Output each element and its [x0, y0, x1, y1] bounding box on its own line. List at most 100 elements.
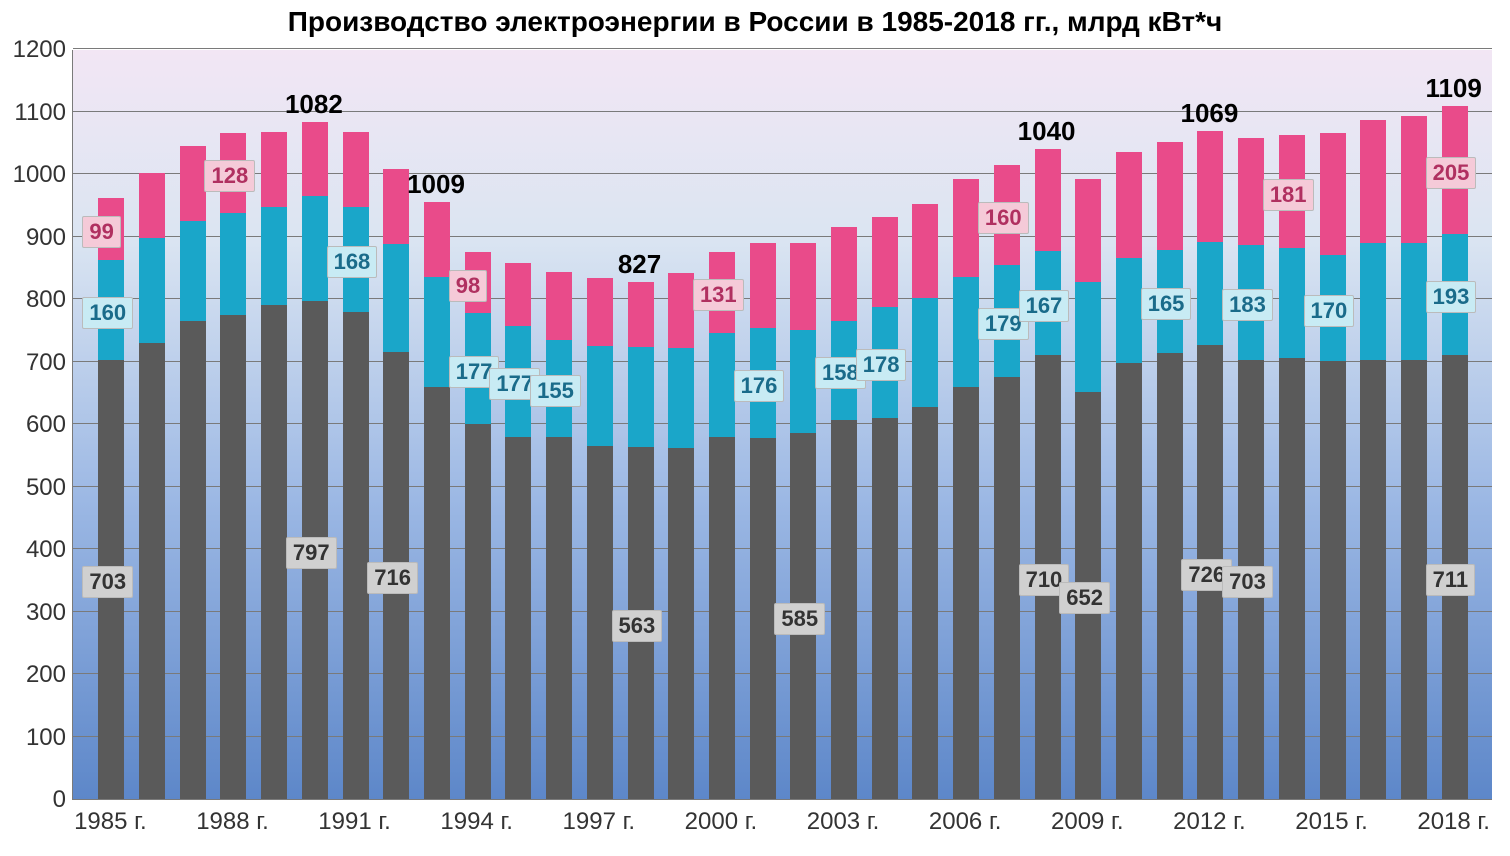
bar — [1442, 106, 1468, 799]
bar-segment-ges — [1075, 282, 1101, 392]
value-callout-ges: 183 — [1222, 289, 1273, 321]
x-axis-label: 1985 г. — [74, 808, 147, 836]
bar — [1238, 138, 1264, 799]
bar-segment-aes — [1238, 138, 1264, 246]
bar — [1401, 116, 1427, 799]
bar-segment-aes — [302, 122, 328, 196]
bar-segment-aes — [546, 272, 572, 340]
bar — [912, 204, 938, 799]
total-callout: 1082 — [285, 89, 343, 120]
bar-segment-tes — [994, 377, 1020, 800]
bar-segment-tes — [1360, 360, 1386, 799]
bar — [1320, 133, 1346, 799]
bar — [1197, 131, 1223, 799]
bar — [750, 243, 776, 799]
total-callout: 1069 — [1180, 98, 1238, 129]
bar-segment-ges — [628, 347, 654, 447]
bar-segment-aes — [953, 179, 979, 277]
bar-segment-aes — [139, 173, 165, 237]
bar-segment-ges — [261, 207, 287, 306]
value-callout-aes: 205 — [1426, 157, 1477, 189]
bar-segment-tes — [220, 315, 246, 799]
y-axis-label: 1200 — [6, 36, 66, 64]
bar-segment-tes — [912, 407, 938, 799]
bar — [343, 132, 369, 800]
x-axis-label: 2009 г. — [1051, 808, 1124, 836]
y-axis-label: 1000 — [6, 161, 66, 189]
bar-segment-aes — [383, 169, 409, 244]
bar-segment-aes — [1157, 142, 1183, 250]
bar-segment-aes — [1075, 179, 1101, 282]
bar-segment-ges — [790, 330, 816, 433]
y-axis-label: 300 — [6, 599, 66, 627]
y-axis-label: 500 — [6, 474, 66, 502]
y-axis-label: 400 — [6, 536, 66, 564]
x-axis-label: 1988 г. — [196, 808, 269, 836]
bar — [98, 198, 124, 799]
bar-segment-aes — [587, 278, 613, 346]
bar-segment-aes — [424, 202, 450, 277]
bar-segment-ges — [383, 244, 409, 352]
plot-area — [72, 50, 1492, 800]
value-callout-tes: 585 — [774, 603, 825, 635]
value-callout-ges: 178 — [856, 349, 907, 381]
bar — [1075, 179, 1101, 799]
bar-segment-aes — [668, 273, 694, 348]
value-callout-aes: 128 — [204, 160, 255, 192]
bar — [1279, 135, 1305, 799]
bar-segment-ges — [668, 348, 694, 448]
bar-segment-tes — [465, 424, 491, 799]
bar — [587, 278, 613, 799]
value-callout-tes: 703 — [1222, 566, 1273, 598]
bar-segment-aes — [790, 243, 816, 331]
bar — [790, 243, 816, 799]
bar-segment-ges — [1279, 248, 1305, 357]
bar-segment-aes — [1401, 116, 1427, 243]
bar — [302, 122, 328, 799]
bar-segment-ges — [709, 333, 735, 436]
bar-segment-tes — [261, 305, 287, 799]
bar — [546, 272, 572, 799]
bar — [1116, 152, 1142, 800]
bar — [465, 252, 491, 799]
bar-segment-aes — [912, 204, 938, 298]
x-axis-label: 2015 г. — [1295, 808, 1368, 836]
y-axis-label: 600 — [6, 411, 66, 439]
y-axis-label: 1100 — [6, 99, 66, 127]
x-axis-label: 2000 г. — [685, 808, 758, 836]
value-callout-aes: 99 — [82, 216, 120, 248]
bar-segment-ges — [180, 221, 206, 321]
total-callout: 1109 — [1425, 73, 1481, 104]
bar-segment-tes — [139, 343, 165, 799]
bar-segment-ges — [953, 277, 979, 386]
value-callout-ges: 167 — [1019, 290, 1070, 322]
y-axis-label: 100 — [6, 724, 66, 752]
bar-segment-tes — [424, 387, 450, 800]
bar-segment-ges — [1401, 243, 1427, 360]
bar-segment-tes — [546, 437, 572, 800]
bar-segment-tes — [1279, 358, 1305, 799]
x-axis-label: 2012 г. — [1173, 808, 1246, 836]
bar — [383, 169, 409, 799]
x-axis-label: 2003 г. — [807, 808, 880, 836]
bar-segment-ges — [220, 213, 246, 314]
bar-segment-aes — [1116, 152, 1142, 258]
bar-segment-ges — [1116, 258, 1142, 363]
bar-segment-aes — [505, 263, 531, 326]
value-callout-ges: 165 — [1141, 288, 1192, 320]
bar — [220, 133, 246, 799]
value-callout-aes: 181 — [1263, 179, 1314, 211]
y-axis-label: 900 — [6, 224, 66, 252]
bar-segment-tes — [872, 418, 898, 799]
bar-segment-aes — [261, 132, 287, 207]
bar-segment-tes — [180, 321, 206, 799]
bar-segment-tes — [1116, 363, 1142, 799]
bar — [1157, 142, 1183, 800]
bar — [628, 282, 654, 799]
bar — [831, 227, 857, 799]
bar-segment-aes — [831, 227, 857, 321]
bar-segment-ges — [912, 298, 938, 407]
bar-segment-aes — [628, 282, 654, 347]
gridline — [73, 48, 1492, 49]
value-callout-ges: 170 — [1304, 295, 1355, 327]
